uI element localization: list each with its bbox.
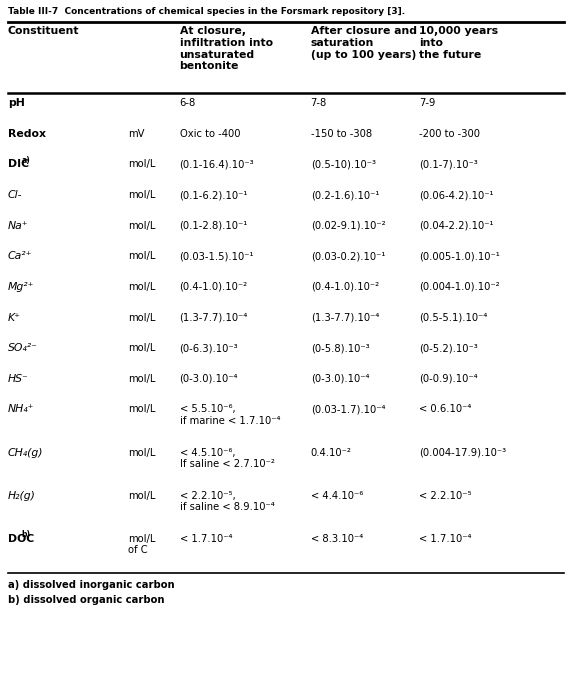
- Text: < 2.2.10⁻⁵,
if saline < 8.9.10⁻⁴: < 2.2.10⁻⁵, if saline < 8.9.10⁻⁴: [180, 491, 274, 512]
- Text: a): a): [22, 156, 30, 165]
- Text: mol/L: mol/L: [128, 491, 156, 500]
- Text: mol/L: mol/L: [128, 282, 156, 292]
- Text: (0.03-0.2).10⁻¹: (0.03-0.2).10⁻¹: [311, 251, 385, 261]
- Text: a) dissolved inorganic carbon: a) dissolved inorganic carbon: [8, 580, 174, 590]
- Text: Constituent: Constituent: [8, 26, 79, 36]
- Text: (0.004-17.9).10⁻³: (0.004-17.9).10⁻³: [419, 448, 506, 457]
- Text: (1.3-7.7).10⁻⁴: (1.3-7.7).10⁻⁴: [311, 313, 379, 322]
- Text: < 0.6.10⁻⁴: < 0.6.10⁻⁴: [419, 404, 471, 414]
- Text: Oxic to -400: Oxic to -400: [180, 129, 240, 139]
- Text: < 5.5.10⁻⁶,
if marine < 1.7.10⁻⁴: < 5.5.10⁻⁶, if marine < 1.7.10⁻⁴: [180, 404, 280, 426]
- Text: Ca²⁺: Ca²⁺: [8, 251, 32, 261]
- Text: 7-9: 7-9: [419, 98, 435, 108]
- Text: < 2.2.10⁻⁵: < 2.2.10⁻⁵: [419, 491, 471, 500]
- Text: -200 to -300: -200 to -300: [419, 129, 480, 139]
- Text: pH: pH: [8, 98, 25, 108]
- Text: HS⁻: HS⁻: [8, 374, 29, 383]
- Text: (0-6.3).10⁻³: (0-6.3).10⁻³: [180, 343, 238, 353]
- Text: Cl-: Cl-: [8, 190, 22, 200]
- Text: (0-5.2).10⁻³: (0-5.2).10⁻³: [419, 343, 478, 353]
- Text: mol/L: mol/L: [128, 221, 156, 230]
- Text: (0.03-1.7).10⁻⁴: (0.03-1.7).10⁻⁴: [311, 404, 385, 414]
- Text: b) dissolved organic carbon: b) dissolved organic carbon: [8, 595, 165, 605]
- Text: 6-8: 6-8: [180, 98, 196, 108]
- Text: -150 to -308: -150 to -308: [311, 129, 372, 139]
- Text: (0.02-9.1).10⁻²: (0.02-9.1).10⁻²: [311, 221, 385, 230]
- Text: (0.4-1.0).10⁻²: (0.4-1.0).10⁻²: [311, 282, 379, 292]
- Text: H₂(g): H₂(g): [8, 491, 36, 500]
- Text: Na⁺: Na⁺: [8, 221, 29, 230]
- Text: < 8.3.10⁻⁴: < 8.3.10⁻⁴: [311, 534, 363, 544]
- Text: (0-0.9).10⁻⁴: (0-0.9).10⁻⁴: [419, 374, 478, 383]
- Text: < 1.7.10⁻⁴: < 1.7.10⁻⁴: [180, 534, 232, 544]
- Text: DOC: DOC: [8, 534, 34, 544]
- Text: mol/L: mol/L: [128, 374, 156, 383]
- Text: 0.4.10⁻²: 0.4.10⁻²: [311, 448, 352, 457]
- Text: Mg²⁺: Mg²⁺: [8, 282, 34, 292]
- Text: 10,000 years
into
the future: 10,000 years into the future: [419, 26, 498, 60]
- Text: mol/L: mol/L: [128, 343, 156, 353]
- Text: K⁺: K⁺: [8, 313, 21, 322]
- Text: 7-8: 7-8: [311, 98, 327, 108]
- Text: (0.1-6.2).10⁻¹: (0.1-6.2).10⁻¹: [180, 190, 248, 200]
- Text: (0-3.0).10⁻⁴: (0-3.0).10⁻⁴: [180, 374, 238, 383]
- Text: SO₄²⁻: SO₄²⁻: [8, 343, 38, 353]
- Text: (0.1-2.8).10⁻¹: (0.1-2.8).10⁻¹: [180, 221, 248, 230]
- Text: (0.4-1.0).10⁻²: (0.4-1.0).10⁻²: [180, 282, 248, 292]
- Text: < 4.5.10⁻⁶,
If saline < 2.7.10⁻²: < 4.5.10⁻⁶, If saline < 2.7.10⁻²: [180, 448, 274, 469]
- Text: (1.3-7.7).10⁻⁴: (1.3-7.7).10⁻⁴: [180, 313, 248, 322]
- Text: (0.03-1.5).10⁻¹: (0.03-1.5).10⁻¹: [180, 251, 254, 261]
- Text: (0.04-2.2).10⁻¹: (0.04-2.2).10⁻¹: [419, 221, 494, 230]
- Text: At closure,
infiltration into
unsaturated
bentonite: At closure, infiltration into unsaturate…: [180, 26, 272, 71]
- Text: Table III-7  Concentrations of chemical species in the Forsmark repository [3].: Table III-7 Concentrations of chemical s…: [8, 7, 405, 16]
- Text: < 4.4.10⁻⁶: < 4.4.10⁻⁶: [311, 491, 363, 500]
- Text: < 1.7.10⁻⁴: < 1.7.10⁻⁴: [419, 534, 471, 544]
- Text: Redox: Redox: [8, 129, 46, 139]
- Text: mol/L: mol/L: [128, 251, 156, 261]
- Text: NH₄⁺: NH₄⁺: [8, 404, 34, 414]
- Text: (0.005-1.0).10⁻¹: (0.005-1.0).10⁻¹: [419, 251, 500, 261]
- Text: (0-5.8).10⁻³: (0-5.8).10⁻³: [311, 343, 369, 353]
- Text: (0.2-1.6).10⁻¹: (0.2-1.6).10⁻¹: [311, 190, 379, 200]
- Text: (0.06-4.2).10⁻¹: (0.06-4.2).10⁻¹: [419, 190, 494, 200]
- Text: mol/L: mol/L: [128, 448, 156, 457]
- Text: (0.004-1.0).10⁻²: (0.004-1.0).10⁻²: [419, 282, 499, 292]
- Text: (0.5-5.1).10⁻⁴: (0.5-5.1).10⁻⁴: [419, 313, 487, 322]
- Text: b): b): [22, 530, 31, 539]
- Text: mol/L: mol/L: [128, 313, 156, 322]
- Text: (0.5-10).10⁻³: (0.5-10).10⁻³: [311, 159, 376, 169]
- Text: mol/L: mol/L: [128, 190, 156, 200]
- Text: CH₄(g): CH₄(g): [8, 448, 43, 457]
- Text: DIC: DIC: [8, 159, 29, 169]
- Text: mol/L
of C: mol/L of C: [128, 534, 156, 555]
- Text: (0.1-7).10⁻³: (0.1-7).10⁻³: [419, 159, 478, 169]
- Text: mV: mV: [128, 129, 145, 139]
- Text: After closure and
saturation
(up to 100 years): After closure and saturation (up to 100 …: [311, 26, 417, 60]
- Text: (0.1-16.4).10⁻³: (0.1-16.4).10⁻³: [180, 159, 254, 169]
- Text: mol/L: mol/L: [128, 159, 156, 169]
- Text: mol/L: mol/L: [128, 404, 156, 414]
- Text: (0-3.0).10⁻⁴: (0-3.0).10⁻⁴: [311, 374, 369, 383]
